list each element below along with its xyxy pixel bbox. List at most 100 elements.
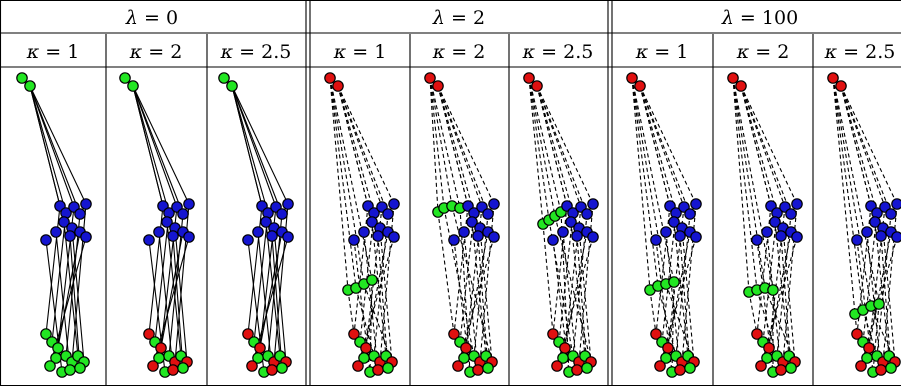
connector-line xyxy=(379,227,393,363)
connector-line xyxy=(862,212,878,343)
connector-line xyxy=(732,77,774,291)
connector-line xyxy=(732,77,750,293)
joint-point xyxy=(358,352,370,364)
joint-point xyxy=(372,230,384,242)
joint-point xyxy=(80,231,92,243)
connector-line xyxy=(536,85,582,208)
joint-point xyxy=(266,364,278,376)
connector-line xyxy=(639,85,691,215)
joint-point xyxy=(855,360,867,372)
connector-line xyxy=(562,231,578,371)
connector-line xyxy=(766,231,782,371)
joint-point xyxy=(875,230,887,242)
joint-point xyxy=(587,231,599,243)
joint-point xyxy=(143,234,155,246)
connector-line xyxy=(840,85,878,214)
connector-line xyxy=(132,85,168,223)
connector-line xyxy=(71,227,85,363)
joint-point xyxy=(735,80,747,92)
joint-point xyxy=(260,216,272,228)
connector-line xyxy=(437,85,475,214)
connector-line xyxy=(257,231,273,371)
joint-point xyxy=(727,72,739,84)
joint-point xyxy=(668,216,680,228)
joint-point xyxy=(448,234,460,246)
joint-point xyxy=(531,80,543,92)
joint-point xyxy=(662,342,674,354)
connector-line xyxy=(429,77,453,207)
connector-line xyxy=(782,203,798,363)
connector-line xyxy=(337,85,389,215)
subheader-kappa-2.5: κ = 2.5 xyxy=(522,41,594,63)
joint-point xyxy=(785,362,797,374)
joint-point xyxy=(674,230,686,242)
joint-point xyxy=(751,328,763,340)
connector-line xyxy=(253,212,269,343)
joint-point xyxy=(482,208,494,220)
joint-point xyxy=(885,362,897,374)
connector-line xyxy=(337,85,373,223)
joint-point xyxy=(769,216,781,228)
connector-line xyxy=(756,239,774,373)
connector-line xyxy=(477,235,489,369)
joint-point xyxy=(791,198,803,210)
connector-line xyxy=(377,235,389,369)
joint-point xyxy=(763,342,775,354)
joint-point xyxy=(472,230,484,242)
joint-point xyxy=(827,72,839,84)
connector-line xyxy=(437,85,495,205)
joint-point xyxy=(218,72,230,84)
joint-point xyxy=(155,342,167,354)
joint-point xyxy=(523,72,535,84)
connector-line xyxy=(578,203,594,363)
joint-point xyxy=(388,231,400,243)
connector-line xyxy=(357,236,395,367)
connector-line xyxy=(132,85,190,205)
joint-point xyxy=(382,208,394,220)
joint-point xyxy=(143,328,155,340)
joint-point xyxy=(466,216,478,228)
connector-line xyxy=(659,236,697,367)
connector-line xyxy=(174,227,188,363)
connector-line xyxy=(158,231,184,359)
connector-line xyxy=(132,85,184,215)
joint-point xyxy=(755,360,767,372)
connector-line xyxy=(231,85,269,214)
joint-point xyxy=(119,72,131,84)
joint-point xyxy=(654,360,666,372)
group-header-lambda-0: λ = 0 xyxy=(125,7,178,29)
joint-point xyxy=(366,216,378,228)
connector-line xyxy=(639,85,677,214)
connector-line xyxy=(576,235,588,369)
connector-line xyxy=(882,227,896,363)
connector-line xyxy=(840,85,876,223)
joint-point xyxy=(153,226,165,238)
joint-point xyxy=(452,360,464,372)
connector-line xyxy=(471,221,487,357)
connector-line xyxy=(273,227,287,363)
subheader-kappa-2: κ = 2 xyxy=(129,41,183,63)
connector-line xyxy=(756,205,772,335)
connector-line xyxy=(639,85,675,223)
connector-line xyxy=(353,239,371,373)
joint-point xyxy=(684,208,696,220)
subheader-kappa-1: κ = 1 xyxy=(26,41,80,63)
connector-line xyxy=(29,85,67,214)
connector-line xyxy=(832,77,856,315)
connector-line xyxy=(231,85,289,205)
joint-point xyxy=(64,230,76,242)
connector-line xyxy=(740,85,786,208)
joint-point xyxy=(674,364,686,376)
joint-point xyxy=(581,362,593,374)
joint-point xyxy=(761,352,773,364)
joint-point xyxy=(382,362,394,374)
connector-line xyxy=(459,212,475,343)
connector-line xyxy=(437,85,483,208)
connector-line xyxy=(329,77,349,291)
connector-line xyxy=(45,205,61,335)
joint-point xyxy=(153,352,165,364)
connector-line xyxy=(832,77,864,311)
connector-line xyxy=(840,85,886,208)
connector-line xyxy=(479,203,495,363)
joint-point xyxy=(791,231,803,243)
